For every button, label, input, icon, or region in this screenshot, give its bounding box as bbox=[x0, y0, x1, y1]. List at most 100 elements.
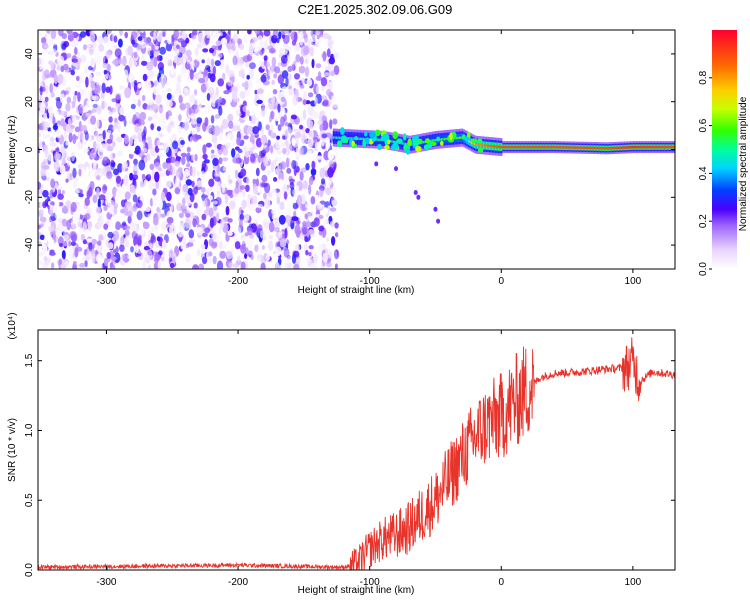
noise-speck bbox=[105, 191, 110, 200]
noise-speck bbox=[118, 38, 123, 48]
noise-speck bbox=[222, 72, 226, 81]
noise-speck bbox=[102, 130, 106, 140]
noise-speck bbox=[196, 170, 200, 177]
noise-speck bbox=[321, 178, 326, 185]
noise-speck bbox=[158, 107, 163, 113]
noise-speck bbox=[267, 191, 273, 198]
noise-speck bbox=[47, 152, 54, 162]
noise-speck bbox=[154, 162, 161, 170]
ridge-core bbox=[562, 146, 564, 149]
noise-speck bbox=[184, 192, 188, 200]
noise-speck bbox=[132, 194, 138, 203]
noise-speck bbox=[260, 262, 266, 269]
noise-speck bbox=[159, 46, 166, 55]
ridge-core bbox=[637, 145, 639, 149]
noise-speck bbox=[227, 218, 233, 223]
ridge-core bbox=[557, 146, 560, 149]
noise-speck bbox=[324, 65, 332, 72]
ridge-core bbox=[607, 147, 609, 150]
noise-speck bbox=[192, 238, 200, 247]
noise-speck bbox=[248, 46, 254, 56]
noise-speck bbox=[151, 44, 155, 52]
noise-speck bbox=[314, 37, 322, 47]
noise-speck bbox=[213, 125, 221, 136]
noise-speck bbox=[82, 147, 89, 153]
noise-speck bbox=[295, 244, 300, 252]
noise-speck bbox=[252, 185, 259, 195]
noise-speck bbox=[44, 257, 51, 266]
ridge-core bbox=[673, 145, 675, 149]
noise-speck bbox=[102, 185, 108, 191]
noise-speck bbox=[315, 63, 322, 69]
noise-speck bbox=[133, 236, 139, 247]
noise-speck bbox=[256, 204, 263, 209]
ridge-blob bbox=[425, 138, 430, 144]
x-tick-label: 0 bbox=[498, 276, 504, 287]
noise-speck bbox=[303, 243, 308, 253]
noise-speck bbox=[241, 199, 247, 209]
ridge-core bbox=[494, 145, 497, 148]
noise-speck bbox=[39, 63, 44, 70]
noise-speck bbox=[81, 74, 87, 80]
noise-speck bbox=[204, 227, 210, 234]
noise-speck bbox=[67, 117, 72, 127]
noise-speck bbox=[329, 220, 335, 228]
noise-speck bbox=[48, 39, 53, 48]
noise-speck bbox=[96, 175, 101, 181]
noise-speck bbox=[158, 250, 163, 256]
noise-speck bbox=[177, 38, 184, 43]
noise-speck bbox=[223, 243, 227, 250]
ridge-core bbox=[473, 142, 476, 146]
noise-speck bbox=[265, 62, 270, 67]
ridge-core bbox=[544, 145, 546, 149]
noise-speck bbox=[42, 244, 48, 255]
noise-speck bbox=[74, 126, 81, 133]
noise-speck bbox=[38, 138, 43, 150]
noise-speck bbox=[317, 119, 324, 126]
noise-speck bbox=[238, 70, 245, 78]
noise-speck bbox=[237, 148, 243, 153]
noise-speck bbox=[61, 218, 68, 227]
ridge-core bbox=[587, 146, 590, 150]
noise-speck bbox=[291, 137, 296, 147]
noise-speck bbox=[138, 227, 144, 236]
noise-speck bbox=[191, 166, 197, 178]
noise-speck bbox=[303, 45, 310, 56]
noise-speck bbox=[251, 195, 258, 205]
noise-speck bbox=[129, 134, 133, 146]
noise-speck bbox=[306, 78, 313, 87]
noise-speck bbox=[38, 190, 43, 196]
noise-speck bbox=[96, 118, 100, 128]
ridge-core bbox=[499, 145, 501, 149]
noise-speck bbox=[321, 133, 328, 139]
noise-speck bbox=[281, 86, 289, 96]
ridge-blob bbox=[407, 138, 412, 146]
noise-speck bbox=[153, 217, 159, 226]
noise-speck bbox=[63, 131, 68, 141]
ridge-core bbox=[583, 146, 585, 149]
noise-speck bbox=[70, 69, 75, 76]
ridge-core bbox=[577, 146, 579, 149]
noise-speck bbox=[294, 224, 301, 236]
noise-speck bbox=[172, 140, 179, 150]
noise-speck bbox=[219, 250, 227, 259]
noise-speck bbox=[148, 180, 154, 191]
ridge-blob bbox=[405, 148, 411, 155]
noise-speck bbox=[151, 103, 159, 112]
ridge-core bbox=[443, 138, 446, 141]
ridge-core bbox=[332, 136, 335, 139]
noise-speck bbox=[209, 73, 216, 83]
noise-speck bbox=[321, 95, 328, 101]
noise-speck bbox=[254, 89, 258, 95]
noise-speck bbox=[96, 253, 103, 263]
noise-speck bbox=[304, 66, 310, 78]
noise-speck bbox=[284, 227, 288, 239]
noise-speck bbox=[265, 239, 270, 245]
ridge-core bbox=[578, 146, 581, 149]
noise-speck bbox=[91, 108, 97, 113]
noise-speck bbox=[87, 220, 92, 232]
ridge-core bbox=[547, 145, 549, 149]
noise-speck bbox=[301, 180, 309, 191]
noise-speck bbox=[308, 229, 315, 235]
ridge-core bbox=[476, 143, 479, 147]
